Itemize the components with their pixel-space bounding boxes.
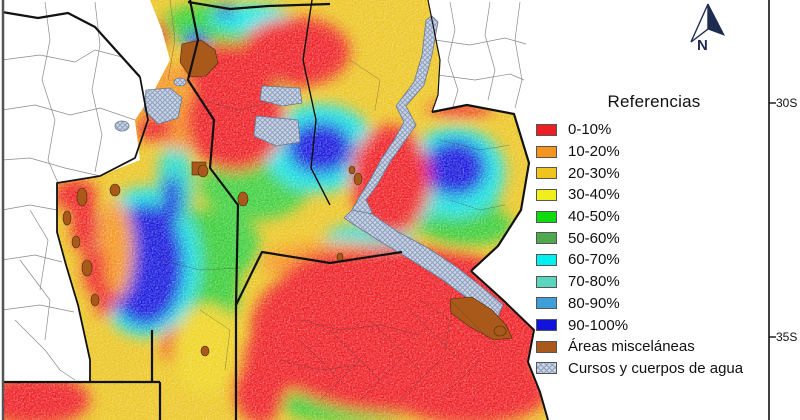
legend-swatch [536,188,557,201]
legend-label: Cursos y cuerpos de agua [568,359,744,377]
legend-swatch [536,167,557,180]
legend-swatch [536,319,557,332]
legend-item: Áreas misceláneas [536,336,772,358]
legend-swatch [536,275,557,288]
legend-item: 30-40% [536,184,772,206]
latitude-label-30s: 30S [776,96,798,110]
legend-item: 60-70% [536,249,772,271]
legend-label: 20-30% [568,164,620,182]
province-boundaries [1,0,549,420]
misc-areas [62,39,513,357]
legend-item: Cursos y cuerpos de agua [536,358,772,380]
legend-swatch [536,297,557,310]
legend-label: 70-80% [568,273,620,291]
legend-item: 10-20% [536,141,772,163]
legend-swatch [536,362,557,375]
legend-label: 40-50% [568,208,620,226]
legend-label: 10-20% [568,143,620,161]
legend-swatch [536,253,557,266]
legend-item: 80-90% [536,293,772,315]
legend-item: 50-60% [536,227,772,249]
legend-label: 60-70% [568,251,620,269]
legend-item: 70-80% [536,271,772,293]
legend-swatch [536,123,557,136]
legend-item: 40-50% [536,206,772,228]
water-bodies [114,15,504,317]
legend-label: 90-100% [568,316,629,334]
legend-swatch [536,232,557,245]
no-data-region [428,0,770,420]
legend-item: 0-10% [536,119,772,141]
north-arrow-icon [690,3,726,43]
legend-label: 50-60% [568,229,620,247]
north-label: N [697,37,708,54]
department-boundaries [1,1,527,381]
latitude-label-35s: 35S [776,330,798,344]
legend-label: 0-10% [568,121,612,139]
legend-label: 30-40% [568,186,620,204]
legend-swatch [536,340,557,353]
legend-item: 20-30% [536,162,772,184]
department-boundaries-raster [159,0,511,401]
legend-label: 80-90% [568,294,620,312]
legend-title: Referencias [607,92,701,111]
legend-swatch [536,145,557,158]
legend-swatch [536,210,557,223]
legend-label: Áreas misceláneas [568,338,695,356]
legend-item: 90-100% [536,314,772,336]
legend: Referencias 0-10% 10-20% 20-30% 30-40% 4… [536,92,772,379]
legend-rows: 0-10% 10-20% 20-30% 30-40% 40-50% 50-60%… [536,119,772,379]
